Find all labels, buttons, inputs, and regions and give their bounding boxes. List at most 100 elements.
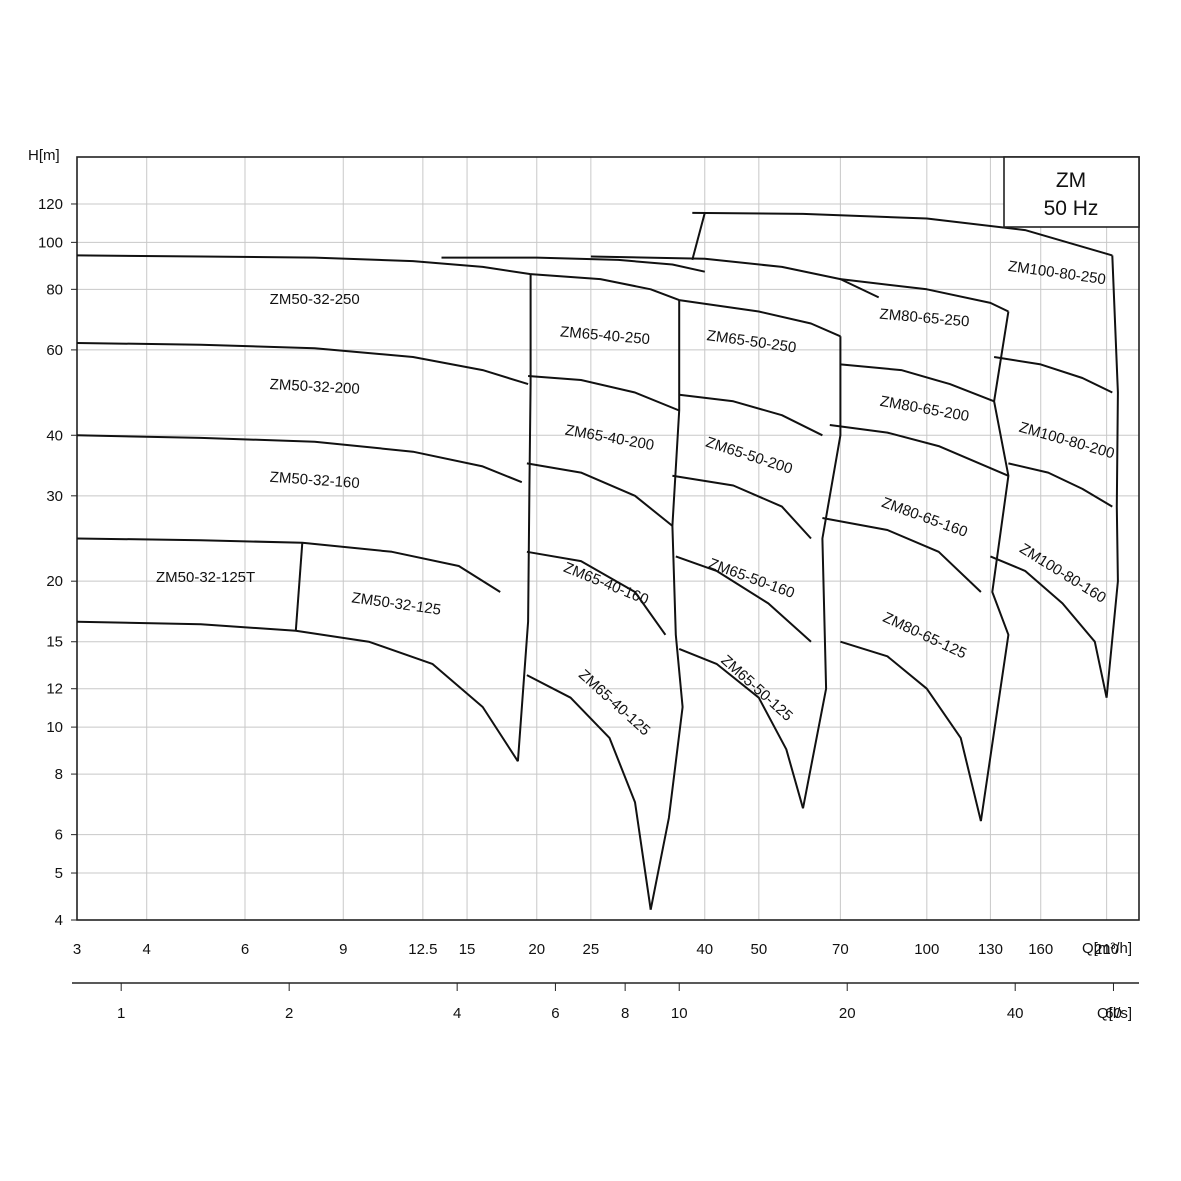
x2-tick-label: 8	[621, 1005, 629, 1022]
x-tick-label: 25	[583, 941, 600, 958]
curve-zm65-40-200-lower	[526, 462, 674, 527]
region-label-zm80-65-250: ZM80-65-250	[879, 306, 970, 331]
region-label-zm80-65-125: ZM80-65-125	[880, 609, 969, 662]
curve-zm50-32-200-lower	[76, 434, 523, 484]
x-tick-label: 12.5	[408, 941, 437, 958]
curve-zm65-50-upper	[590, 255, 880, 299]
y-tick-label: 12	[46, 681, 63, 698]
y-tick-label: 100	[38, 234, 63, 251]
x-tick-label: 100	[914, 941, 939, 958]
x-tick-label: 50	[750, 941, 767, 958]
curve-zm65-50-top	[679, 299, 841, 338]
y-tick-label: 5	[55, 865, 63, 882]
x-tick-label: 15	[459, 941, 476, 958]
y-tick-label: 120	[38, 196, 63, 213]
region-label-zm100-80-250: ZM100-80-250	[1007, 258, 1107, 289]
legend-box: ZM 50 Hz	[1003, 156, 1140, 228]
x-tick-label: 130	[978, 941, 1003, 958]
legend-line-1: ZM	[1056, 169, 1086, 192]
region-label-zm80-65-160: ZM80-65-160	[879, 494, 969, 541]
region-label-zm65-50-200: ZM65-50-200	[704, 434, 795, 478]
region-label-zm50-32-125t: ZM50-32-125T	[156, 569, 255, 586]
y-tick-label: 40	[46, 427, 63, 444]
y-tick-label: 4	[55, 912, 63, 929]
region-label-zm65-40-125: ZM65-40-125	[575, 666, 653, 739]
curve-zm100-80-left-boundary	[691, 212, 706, 261]
curve-zm65-50-250-lower	[679, 393, 823, 437]
y-tick-label: 8	[55, 766, 63, 783]
region-label-zm65-50-250: ZM65-50-250	[706, 327, 798, 356]
axis-ticks: 3 4 6 9 12.5 15 20 25 40 50 70 100 130 160 21045681012…	[38, 196, 1122, 1022]
curve-zm80-65-top	[840, 278, 1009, 313]
grid-lines	[71, 157, 1139, 921]
x2-tick-label: 6	[551, 1005, 559, 1022]
x2-tick-label: 4	[453, 1005, 461, 1022]
region-label-zm65-40-250: ZM65-40-250	[559, 323, 650, 348]
x2-tick-label: 40	[1007, 1005, 1024, 1022]
y-tick-label: 20	[46, 573, 63, 590]
region-label-zm65-50-160: ZM65-50-160	[706, 555, 796, 602]
x2-axis-title: Q[l/s]	[1097, 1005, 1132, 1022]
curve-zm50-32-250-lower	[76, 342, 529, 386]
curve-zm65-50-200-lower	[672, 474, 812, 540]
x2-tick-label: 60	[1105, 1005, 1122, 1022]
curve-zm65-50-right-boundary	[802, 336, 842, 809]
curve-zm65-40-right-boundary	[649, 300, 684, 910]
x-tick-label: 4	[143, 941, 151, 958]
curve-zm80-65-160-lower	[822, 517, 982, 593]
x-tick-label: 160	[1028, 941, 1053, 958]
curve-zm65-40-160-lower	[526, 550, 667, 636]
curve-zm65-40-125-lower	[526, 674, 652, 910]
x2-tick-label: 2	[285, 1005, 293, 1022]
curve-zm100-80-160-lower	[990, 555, 1108, 698]
curve-zm65-40-250-upper	[441, 256, 706, 273]
curve-zm80-65-125-lower	[840, 640, 982, 822]
x-tick-label: 9	[339, 941, 347, 958]
curve-zm50-32-125t-divider	[294, 542, 304, 631]
curve-zm80-65-right-boundary	[979, 311, 1010, 822]
region-label-zm50-32-125: ZM50-32-125	[351, 589, 443, 618]
x-tick-label: 40	[696, 941, 713, 958]
y-tick-label: 10	[46, 719, 63, 736]
x2-tick-label: 20	[839, 1005, 856, 1022]
curve-zm50-32-125-lower	[76, 620, 519, 762]
curve-zm100-80-200-lower	[1008, 462, 1113, 508]
x-tick-label: 210	[1094, 941, 1119, 958]
curve-zm100-80-250-lower	[993, 356, 1113, 394]
x2-tick-label: 1	[117, 1005, 125, 1022]
region-label-zm65-40-200: ZM65-40-200	[564, 422, 656, 454]
region-label-zm50-32-250: ZM50-32-250	[270, 291, 360, 308]
x-tick-label: 70	[832, 941, 849, 958]
region-label-zm50-32-160: ZM50-32-160	[269, 469, 360, 492]
region-label-zm100-80-200: ZM100-80-200	[1017, 419, 1116, 462]
y-tick-label: 30	[46, 488, 63, 505]
curve-zm65-50-160-lower	[675, 555, 812, 643]
x-tick-label: 3	[73, 941, 81, 958]
region-label-zm80-65-200: ZM80-65-200	[879, 393, 971, 425]
curve-zm80-65-200-lower	[829, 424, 1009, 477]
x-axis-title: Q[m³/h]	[1082, 940, 1132, 957]
curve-zm80-65-250-lower	[840, 363, 995, 403]
region-label-zm65-40-160: ZM65-40-160	[561, 559, 651, 608]
y-tick-label: 60	[46, 342, 63, 359]
legend-line-2: 50 Hz	[1044, 197, 1099, 220]
curve-layer	[76, 211, 1119, 910]
curve-zm65-50-125-lower	[678, 647, 804, 809]
curve-zm50-32-right-boundary	[516, 274, 532, 762]
y-tick-label: 6	[55, 827, 63, 844]
plot-frame	[76, 156, 1140, 921]
x-tick-label: 6	[241, 941, 249, 958]
curve-zm50-32-max-dia-upper	[76, 254, 531, 276]
curve-zm50-32-160-lower	[76, 537, 501, 593]
curve-zm100-80-right-boundary	[1105, 255, 1119, 698]
y-axis-title: H[m]	[28, 147, 60, 164]
x-tick-label: 20	[528, 941, 545, 958]
curve-zm65-40-top	[530, 273, 680, 302]
curve-zm100-80-250-upper	[692, 211, 1113, 257]
region-label-zm100-80-160: ZM100-80-160	[1017, 540, 1109, 607]
region-labels: ZM50-32-125T ZM50-32-125 ZM50-32-160 ZM50-3…	[156, 258, 1116, 739]
x2-tick-label: 10	[671, 1005, 688, 1022]
curve-zm65-40-250-lower	[528, 375, 680, 412]
y-tick-label: 15	[46, 634, 63, 651]
